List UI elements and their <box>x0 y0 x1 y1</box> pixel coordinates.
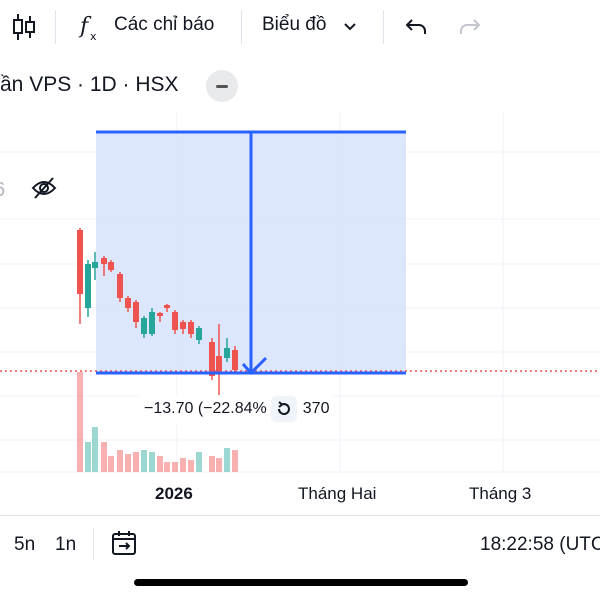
candle <box>232 346 238 374</box>
volume-bar <box>133 452 139 472</box>
function-fx-icon[interactable]: f x <box>78 10 104 44</box>
candle <box>85 260 91 317</box>
chevron-down-icon[interactable] <box>340 10 360 44</box>
range-1d-button[interactable]: 1n <box>55 534 77 555</box>
toolbar-divider <box>383 10 384 44</box>
time-axis-label-feb: Tháng Hai <box>298 484 377 503</box>
candle <box>133 300 139 328</box>
volume-bar <box>149 452 155 472</box>
volume-bar <box>232 450 238 472</box>
candle-body <box>101 258 107 264</box>
candles <box>77 228 238 398</box>
volume-bar <box>108 456 114 472</box>
price-chart[interactable]: 6 <box>0 112 600 512</box>
home-indicator <box>134 579 468 586</box>
candle-body <box>224 348 230 358</box>
candle-body <box>149 312 155 334</box>
candle <box>101 256 107 276</box>
price-change-text: −13.70 (−22.84% <box>144 400 267 417</box>
candle <box>216 324 222 398</box>
candle <box>77 228 83 324</box>
candle <box>108 260 114 272</box>
volume-bar <box>92 427 98 472</box>
volume-bar <box>196 452 202 472</box>
volume-bar <box>117 450 123 472</box>
volume-bar <box>101 442 107 472</box>
candle <box>196 326 202 344</box>
candle <box>188 320 194 338</box>
candle-body <box>77 230 83 294</box>
candle <box>172 310 178 334</box>
eye-off-icon[interactable] <box>31 177 57 199</box>
volume-bar <box>77 372 83 472</box>
range-5d-button[interactable]: 5n <box>14 534 36 555</box>
candle <box>164 304 170 312</box>
bottom-range-bar: 5n 1n 18:22:58 (UTC <box>0 515 600 570</box>
toolbar-divider <box>55 10 56 44</box>
candle-body <box>216 356 222 374</box>
candle-body <box>92 262 98 268</box>
toolbar-divider <box>241 10 242 44</box>
legend-partial-value: 6 <box>0 179 5 201</box>
candle-body <box>85 264 91 308</box>
candle <box>180 320 186 334</box>
volume-bar <box>180 458 186 472</box>
volume-bar <box>209 456 215 472</box>
chart-area[interactable]: 6 <box>0 112 600 512</box>
candle <box>92 252 98 280</box>
candle-body <box>196 328 202 340</box>
candle-body <box>180 322 186 329</box>
top-toolbar: f x Các chỉ báo Biểu đồ <box>0 0 600 56</box>
candle-body <box>232 350 238 370</box>
go-to-date-icon[interactable] <box>110 529 140 564</box>
time-axis-label-year: 2026 <box>155 484 193 503</box>
candle <box>141 316 147 338</box>
candle-body <box>172 312 178 330</box>
volume-bar <box>188 460 194 472</box>
svg-text:x: x <box>90 30 97 43</box>
bottom-divider <box>93 528 94 560</box>
candle <box>117 272 123 302</box>
collapse-legend-button[interactable] <box>206 70 238 102</box>
arrow-head-icon <box>241 356 268 376</box>
volume-bar <box>164 462 170 472</box>
bars-count-icon <box>270 396 297 422</box>
volume-bar <box>157 456 163 472</box>
symbol-title[interactable]: ần VPS · 1D · HSX <box>0 73 179 96</box>
candle-body <box>108 262 114 270</box>
minus-icon <box>216 84 228 88</box>
candle-body <box>188 322 194 334</box>
candle-body <box>209 342 215 376</box>
candle-body <box>125 298 131 308</box>
volume-bar <box>125 454 131 472</box>
candle-body <box>157 313 163 316</box>
candle <box>149 308 155 336</box>
candle <box>224 338 230 362</box>
candle-body <box>133 302 139 322</box>
volume-bar <box>172 462 178 472</box>
candlestick-icon[interactable] <box>10 10 38 44</box>
candle-body <box>164 305 170 308</box>
volume-bars <box>77 372 238 472</box>
bars-count-text: 370 <box>302 400 330 417</box>
volume-bar <box>216 458 222 472</box>
indicators-button[interactable]: Các chỉ báo <box>114 14 215 35</box>
volume-bar <box>224 448 230 472</box>
volume-bar <box>141 450 147 472</box>
candle <box>125 296 131 312</box>
candle-body <box>117 274 123 298</box>
candle <box>157 312 163 322</box>
candle-body <box>141 318 147 334</box>
time-axis-label-mar: Tháng 3 <box>469 484 532 503</box>
measure-result-label: −13.70 (−22.84% 370 <box>138 395 336 423</box>
clock-timezone[interactable]: 18:22:58 (UTC <box>480 534 600 555</box>
undo-icon[interactable] <box>402 10 430 44</box>
chart-type-button[interactable]: Biểu đồ <box>262 14 327 35</box>
volume-bar <box>85 442 91 472</box>
redo-icon[interactable] <box>456 10 484 44</box>
